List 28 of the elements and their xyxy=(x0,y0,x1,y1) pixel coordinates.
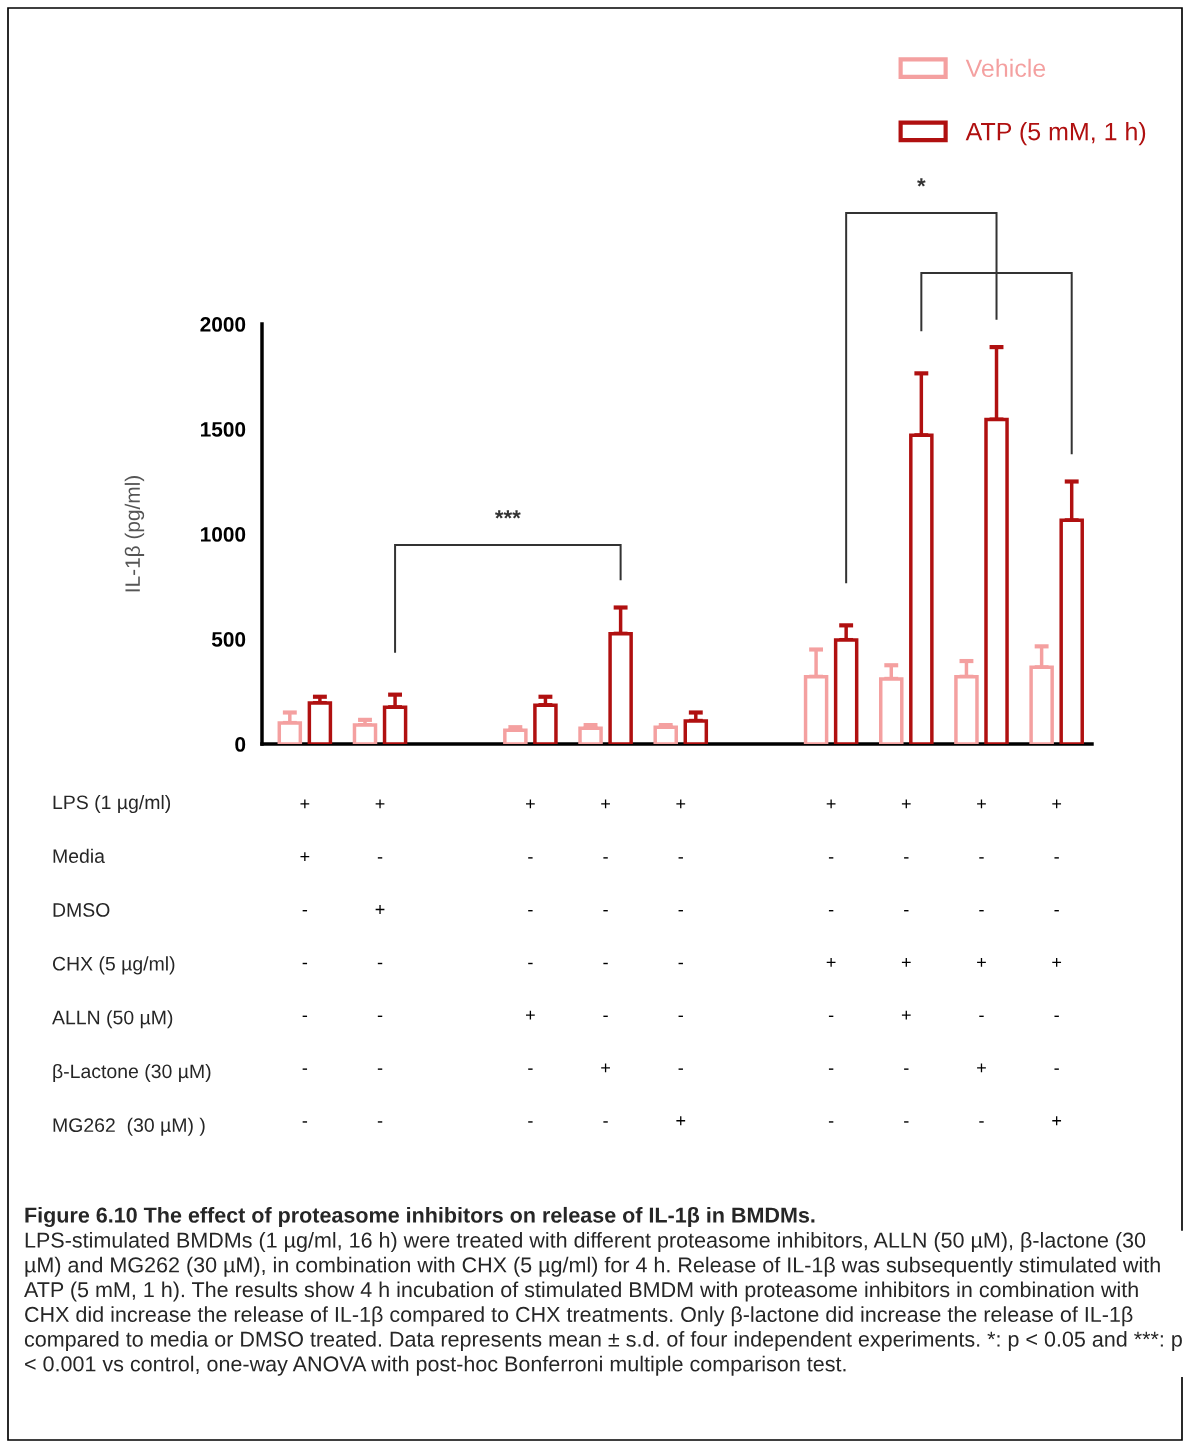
legend-label: Vehicle xyxy=(965,58,1046,78)
legend-label: ATP (5 mM, 1 h) xyxy=(965,122,1146,146)
y-tick-label: 500 xyxy=(211,632,246,647)
text: * xyxy=(917,178,926,187)
text: ALLN (50 µM) xyxy=(52,1010,173,1029)
category-label: + - - + - - - xyxy=(826,799,836,1123)
category-label: + + - - - - - xyxy=(300,799,310,1123)
category-label: + - - + - - + xyxy=(1052,799,1062,1126)
category-label: + - - - + - - xyxy=(526,799,535,1123)
text: Figure 6.10 The effect of proteasome inhibitors on release of IL-1β in BMDMs. xyxy=(25,1206,815,1228)
y-axis-title: IL-1β (pg/ml) xyxy=(124,476,145,592)
text: DMSO xyxy=(53,903,110,917)
text: β-Lactone (30 µM) xyxy=(53,1063,211,1083)
text: Media xyxy=(53,848,105,864)
y-tick-label: 2000 xyxy=(200,317,246,332)
annotation: *** xyxy=(494,510,521,519)
text: MG262 (30 µM) ) xyxy=(53,1117,205,1136)
category-label: + - - + - + - xyxy=(977,799,986,1123)
y-tick-label: 0 xyxy=(235,737,246,752)
category-label: + - - + + - - xyxy=(901,799,911,1123)
category-label: + - - - - - + xyxy=(676,799,686,1126)
text: CHX (5 µg/ml) xyxy=(52,956,175,975)
text: LPS (1 µg/ml) xyxy=(53,794,171,814)
y-tick-label: 1500 xyxy=(201,422,246,437)
text: LPS-stimulated BMDMs (1 µg/ml, 16 h) were treated with different proteasome inhibitors, ALLN (50 µM), β-lactone (30 µM) and MG262 (30 µM), in combination with CHX (5 µg/ml) for 4 h. Release of IL-1β was subsequently stimulated with ATP (5 mM, 1 h). The results show 4 h incubation of stimulated BMDM with proteasome inhibitors in combination with CHX did increase the release of IL-1β compared to CHX treatments. Only β-lactone did increase the release of IL-1β compared to media or DMSO treated. Data represents mean ± s.d. of four independent experiments. *: p < 0.05 and ***: p < 0.001 vs control, one-way ANOVA with post-hoc Bonferroni multiple comparison test. xyxy=(24,1232,1182,1376)
category-label: + - - - - + - xyxy=(601,799,610,1123)
category-label: + - + - - - - xyxy=(375,799,385,1123)
y-tick-label: 1000 xyxy=(201,527,246,542)
